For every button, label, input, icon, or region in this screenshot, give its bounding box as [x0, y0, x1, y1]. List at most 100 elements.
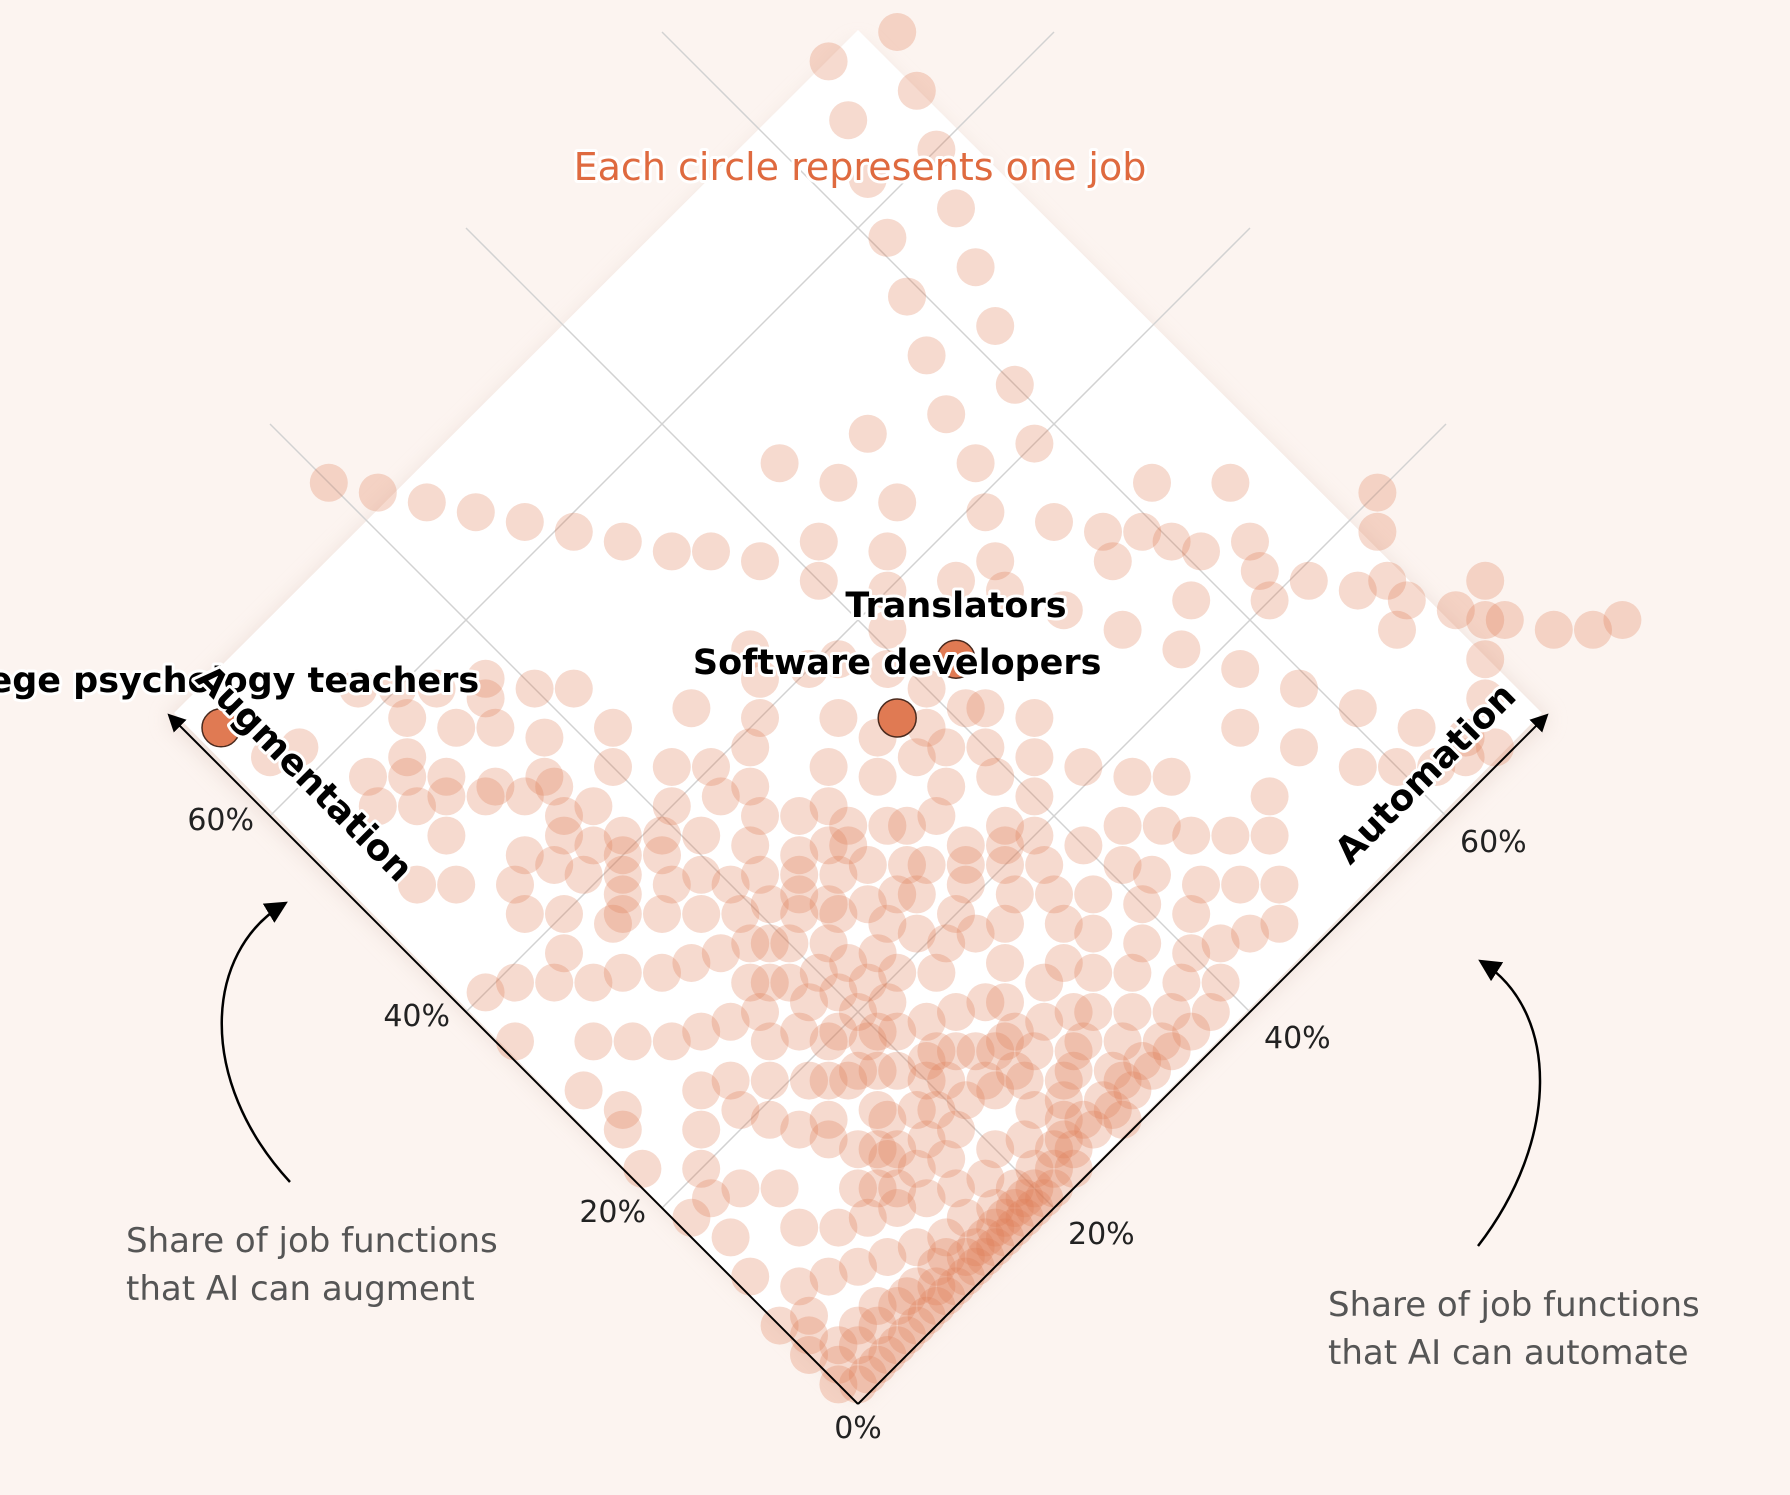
job-point [966, 1218, 1005, 1257]
job-point [897, 1091, 936, 1129]
job-point [917, 1247, 956, 1286]
job-point [1005, 1179, 1044, 1218]
automation-tick-60: 60% [1460, 825, 1527, 860]
job-point [505, 503, 544, 541]
job-points [251, 13, 1642, 1404]
job-point [574, 826, 613, 865]
job-point [848, 1198, 887, 1237]
job-point [1142, 806, 1181, 845]
job-point [1103, 846, 1142, 884]
job-point [1035, 875, 1073, 914]
job-point [1015, 1169, 1054, 1208]
job-point [692, 532, 730, 571]
job-point [652, 1022, 691, 1061]
job-point [1260, 904, 1299, 943]
job-point [721, 895, 760, 933]
job-point [1603, 601, 1642, 639]
job-point [1152, 1032, 1191, 1071]
job-point [966, 1061, 1005, 1100]
job-point [937, 1110, 975, 1149]
job-point [1260, 865, 1299, 904]
job-point [1133, 1051, 1171, 1090]
job-point [986, 826, 1024, 865]
job-point [603, 816, 642, 855]
job-point [917, 130, 956, 169]
job-point [878, 1012, 917, 1051]
job-point [819, 1012, 858, 1051]
job-point [819, 855, 858, 894]
job-point [388, 699, 427, 737]
job-point [1338, 748, 1377, 786]
job-point [917, 1032, 956, 1071]
job-point [1172, 1012, 1211, 1051]
job-point [466, 973, 505, 1012]
job-point [1250, 581, 1289, 620]
automate-note-line1: Share of job functions [1328, 1285, 1700, 1325]
job-point [505, 777, 544, 816]
job-point [819, 699, 858, 737]
job-point [1113, 757, 1152, 796]
job-point [1280, 728, 1318, 767]
job-point [721, 1091, 760, 1129]
job-point [564, 855, 603, 894]
job-point [1574, 610, 1612, 649]
job-point [946, 1238, 985, 1276]
job-point [427, 777, 466, 816]
gridlines [269, 31, 1447, 1209]
job-point [868, 610, 907, 649]
job-point [1250, 777, 1289, 816]
job-point [388, 757, 427, 796]
job-point [535, 963, 574, 1002]
job-point [1397, 708, 1436, 747]
job-point [1240, 552, 1279, 590]
job-point [1466, 640, 1505, 679]
job-point [1074, 1110, 1113, 1149]
job-point [907, 708, 946, 747]
job-point [1064, 748, 1103, 786]
job-point [976, 1130, 1015, 1169]
job-point [545, 895, 583, 933]
job-point [358, 787, 397, 826]
job-point [829, 806, 868, 845]
job-point [1358, 473, 1397, 512]
job-point [603, 895, 642, 933]
highlighted-point-translators [936, 639, 976, 679]
job-point [672, 1198, 711, 1237]
job-point [907, 1061, 946, 1100]
job-point [1368, 561, 1407, 600]
job-point [966, 983, 1005, 1022]
job-point [1015, 699, 1054, 737]
job-point [858, 934, 897, 973]
job-point [848, 414, 887, 453]
job-point [731, 1257, 770, 1296]
job-point [888, 277, 926, 316]
job-point [1123, 512, 1162, 551]
job-point [888, 846, 926, 884]
job-point [1005, 1120, 1044, 1159]
job-point [407, 483, 446, 522]
job-point [1221, 650, 1260, 688]
job-point [976, 307, 1015, 345]
job-point [829, 944, 868, 982]
job-point [946, 826, 985, 865]
job-point [731, 767, 770, 806]
job-point [878, 1287, 917, 1325]
augmentation-axis-line [167, 713, 859, 1405]
job-point [1064, 1022, 1103, 1061]
job-point [1113, 1071, 1152, 1110]
job-point [1044, 944, 1083, 982]
job-point [995, 1051, 1034, 1090]
job-point [682, 1071, 721, 1110]
job-point [878, 1051, 917, 1090]
job-point [505, 895, 544, 933]
job-point [466, 679, 505, 718]
job-point [1250, 816, 1289, 855]
gridline-augmentation-40 [465, 227, 1251, 1013]
job-point [1182, 865, 1220, 904]
job-point [986, 846, 1024, 884]
job-point [731, 924, 770, 963]
job-point [780, 836, 819, 875]
job-point [251, 738, 289, 777]
job-point [995, 365, 1034, 404]
job-point [848, 963, 887, 1002]
